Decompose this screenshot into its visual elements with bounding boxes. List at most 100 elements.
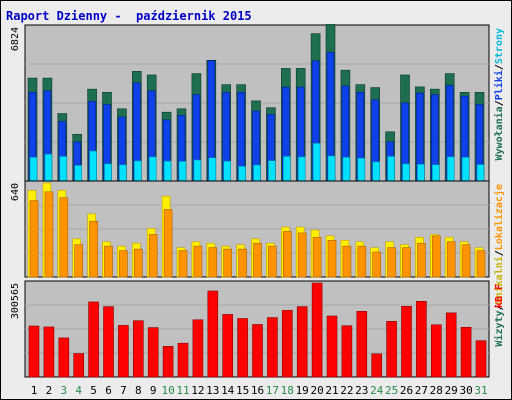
files-bar bbox=[431, 164, 440, 182]
kb-bar bbox=[147, 327, 159, 378]
files-bar bbox=[44, 153, 53, 182]
locations-bar bbox=[327, 239, 337, 278]
day-label: 6 bbox=[105, 384, 112, 397]
locations-bar bbox=[59, 197, 69, 278]
kb-bar bbox=[58, 337, 70, 378]
files-bar bbox=[208, 157, 217, 182]
series-label-part: Strony bbox=[494, 28, 505, 64]
locations-bar bbox=[208, 247, 218, 278]
series-label-part: / bbox=[494, 250, 505, 256]
day-label: 31 bbox=[474, 384, 487, 397]
day-label: 23 bbox=[355, 384, 368, 397]
locations-bar bbox=[119, 250, 128, 278]
files-bar bbox=[104, 163, 112, 182]
kb-bar bbox=[162, 346, 174, 378]
kb-bar bbox=[222, 314, 233, 378]
kb-bar bbox=[401, 306, 412, 378]
day-label: 28 bbox=[430, 384, 443, 397]
day-label: 10 bbox=[161, 384, 174, 397]
locations-bar bbox=[417, 242, 426, 278]
kb-bar bbox=[416, 301, 427, 378]
day-label: 13 bbox=[206, 384, 219, 397]
locations-bar bbox=[29, 200, 39, 278]
series-label-part: Wizyty bbox=[493, 310, 505, 346]
middle-series-label: Wizyty/Unikalni/Lokalizacje bbox=[493, 184, 505, 347]
locations-bar bbox=[163, 209, 173, 278]
bottom-ytick-label: 300565 bbox=[10, 283, 21, 319]
locations-bar bbox=[402, 247, 411, 278]
kb-bar bbox=[88, 301, 99, 378]
day-label: 12 bbox=[191, 384, 204, 397]
locations-bar bbox=[312, 237, 322, 278]
files-bar bbox=[238, 166, 246, 182]
files-bar bbox=[178, 161, 187, 182]
kb-bar bbox=[430, 324, 442, 378]
middle-ytick-label: 640 bbox=[10, 183, 21, 201]
day-label: 19 bbox=[296, 384, 309, 397]
kb-bar bbox=[118, 325, 129, 378]
day-label: 16 bbox=[251, 384, 264, 397]
files-bar bbox=[402, 163, 410, 182]
top-ytick-label: 6824 bbox=[10, 27, 21, 51]
locations-bar bbox=[178, 250, 188, 278]
top-series-label: Wywołania/Pliki/Strony bbox=[493, 28, 505, 160]
day-label: 5 bbox=[90, 384, 97, 397]
series-label-part: / bbox=[494, 304, 505, 310]
day-label: 3 bbox=[60, 384, 67, 397]
kb-bar bbox=[386, 321, 397, 378]
day-label: 7 bbox=[120, 384, 127, 397]
files-bar bbox=[89, 150, 97, 182]
locations-bar bbox=[104, 245, 113, 278]
series-label-part: Lokalizacje bbox=[493, 184, 505, 250]
locations-bar bbox=[134, 248, 143, 278]
locations-bar bbox=[223, 248, 232, 278]
locations-bar bbox=[446, 241, 456, 278]
chart-title: Raport Dzienny - październik 2015 bbox=[6, 9, 252, 23]
day-label: 11 bbox=[176, 384, 189, 397]
day-label: 24 bbox=[370, 384, 384, 397]
day-label: 8 bbox=[135, 384, 142, 397]
series-label-part: / bbox=[494, 100, 505, 106]
day-label: 9 bbox=[150, 384, 157, 397]
kb-bar bbox=[371, 353, 383, 378]
files-bar bbox=[357, 157, 366, 182]
files-bar bbox=[372, 161, 381, 182]
files-bar bbox=[282, 156, 291, 182]
locations-bar bbox=[89, 220, 98, 278]
kb-bar bbox=[460, 326, 472, 378]
files-bar bbox=[29, 157, 38, 182]
day-label: 18 bbox=[281, 384, 294, 397]
files-bar bbox=[59, 156, 68, 182]
kb-bar bbox=[192, 319, 204, 378]
series-label-part: Pliki bbox=[493, 70, 505, 100]
files-bar bbox=[223, 160, 231, 182]
day-label: 17 bbox=[266, 384, 279, 397]
kb-bar bbox=[445, 312, 457, 378]
kb-bar bbox=[252, 324, 263, 378]
files-bar bbox=[312, 143, 321, 182]
locations-bar bbox=[268, 245, 277, 278]
day-label: 15 bbox=[236, 384, 249, 397]
day-label: 30 bbox=[459, 384, 472, 397]
day-label: 22 bbox=[340, 384, 353, 397]
locations-bar bbox=[74, 244, 83, 278]
kb-bar bbox=[103, 306, 114, 378]
kb-bar bbox=[267, 317, 278, 378]
series-label-part: Wywołania bbox=[493, 106, 505, 160]
locations-bar bbox=[372, 251, 382, 278]
locations-bar bbox=[476, 250, 486, 278]
day-label: 25 bbox=[385, 384, 398, 397]
files-bar bbox=[417, 164, 425, 182]
kb-bar bbox=[341, 325, 353, 378]
day-label: 4 bbox=[75, 384, 82, 397]
day-label: 20 bbox=[310, 384, 323, 397]
files-bar bbox=[134, 160, 142, 182]
files-bar bbox=[163, 160, 172, 182]
files-bar bbox=[253, 164, 261, 182]
files-bar bbox=[342, 157, 351, 182]
day-label: 14 bbox=[221, 384, 235, 397]
locations-bar bbox=[253, 242, 262, 278]
kb-bar bbox=[475, 340, 487, 378]
